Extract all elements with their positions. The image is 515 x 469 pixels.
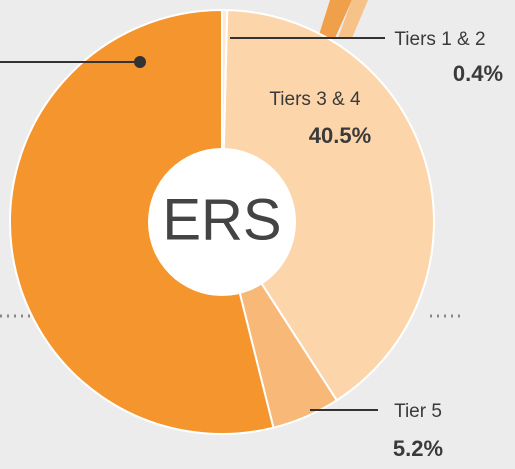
slice: [9, 8, 275, 435]
value-label: 5.2%: [393, 436, 443, 461]
value-label: 40.5%: [309, 123, 371, 148]
value-label: 0.4%: [453, 61, 503, 86]
decoration: [0, 0, 460, 318]
center-label: ERS: [162, 187, 281, 252]
leaders: [0, 37, 385, 411]
slice-label: Tier 5: [394, 401, 442, 422]
slice-label: Tiers 1 & 2: [394, 29, 485, 50]
slice-label: Tiers 3 & 4: [269, 89, 361, 110]
donut-hole: [148, 148, 296, 296]
